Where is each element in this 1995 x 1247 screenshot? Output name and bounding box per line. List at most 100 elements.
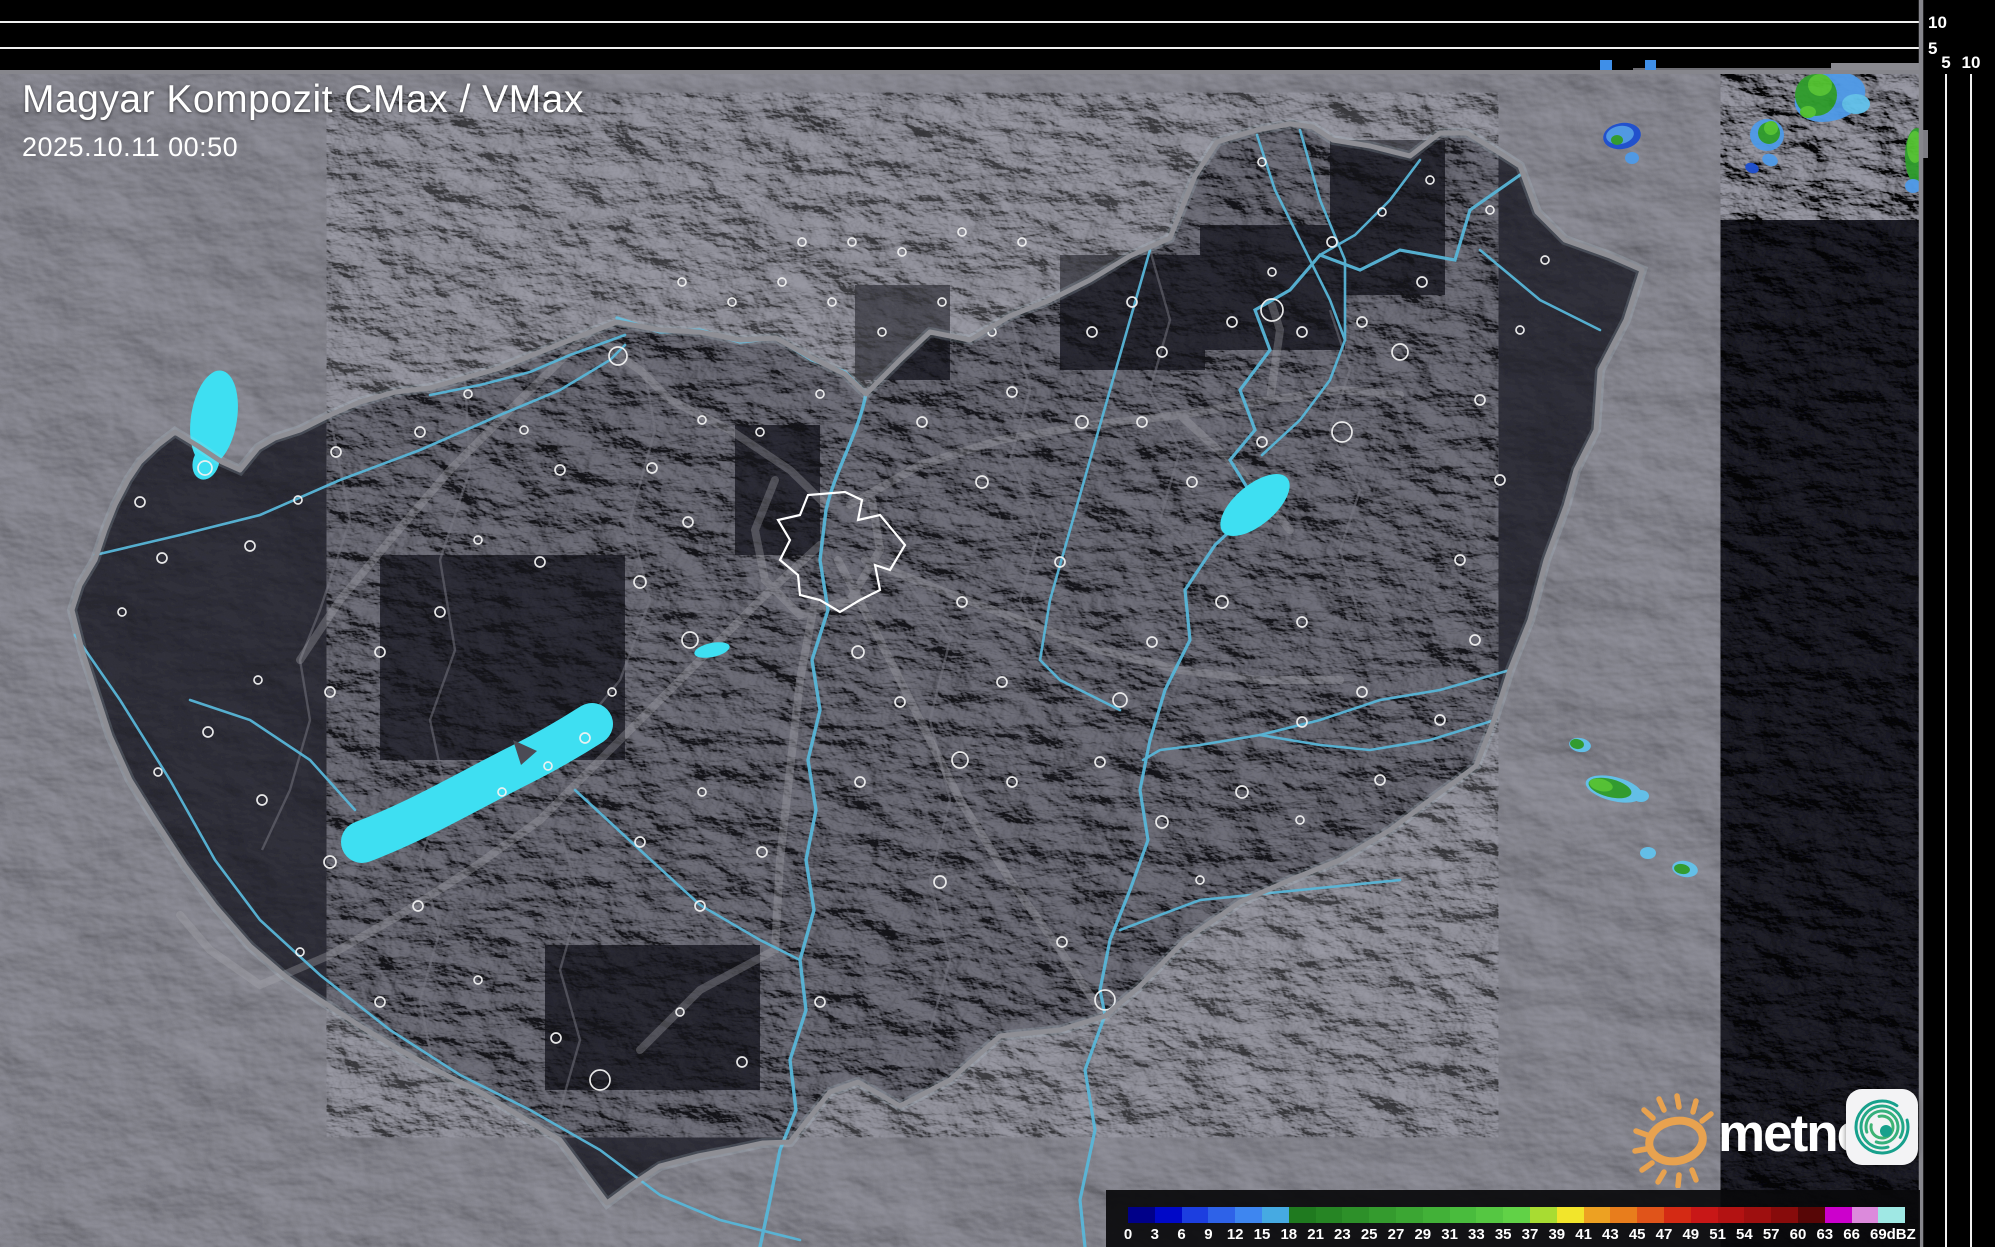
settlement-outline [1494,474,1506,486]
settlement-outline [956,596,968,608]
top-profile-panel [0,0,1923,73]
settlement-outline [550,1032,562,1044]
settlement-outline [675,1007,685,1017]
profile-echo-mark [1645,60,1656,71]
settlement-outline [323,855,337,869]
colorbar-tick-label: 54 [1736,1226,1753,1243]
settlement-outline [847,237,857,247]
colorbar-tick-label: 18 [1280,1226,1298,1243]
settlement-outline [894,696,906,708]
settlement-outline [777,277,787,287]
settlement-outline [937,297,947,307]
top-axis-label-10: 10 [1928,13,1947,32]
colorbar-cell [1610,1207,1638,1223]
settlement-outline [727,297,737,307]
colorbar-tick-label: 47 [1655,1226,1673,1243]
colorbar-tick-label: 63 [1816,1226,1834,1243]
settlement-outline [897,247,907,257]
settlement-outline [1094,756,1106,768]
settlement-outline [1257,157,1267,167]
settlement-outline [434,606,446,618]
colorbar-cell [1342,1207,1370,1223]
colorbar-cell [1690,1207,1718,1223]
settlement-outline [1112,692,1128,708]
settlement-outline [815,389,825,399]
colorbar-tick-label: 9 [1204,1226,1213,1243]
colorbar-tick-label: 60 [1789,1226,1807,1243]
top-panel-echo-marks [1600,60,1656,71]
settlement-outline [414,426,426,438]
settlement-outline [1374,774,1386,786]
settlement-outline [1136,416,1148,428]
colorbar-tick-label: 41 [1575,1226,1592,1243]
lake-ferto [190,370,238,466]
settlement-outline [519,425,529,435]
colorbar-cell [1824,1207,1852,1223]
terrain-layer [0,71,1922,1247]
colorbar-tick-label: 66 [1843,1226,1860,1243]
settlement-outline [1126,296,1138,308]
settlement-outline [694,900,706,912]
settlement-outline [374,996,386,1008]
settlement-outline [1377,207,1387,217]
colorbar-cell [1717,1207,1745,1223]
sun-icon [1632,1093,1714,1189]
settlement-outline [497,787,507,797]
right-axis-label-5: 5 [1941,53,1950,72]
settlement-outline [1195,875,1205,885]
colorbar-tick-label: 33 [1468,1226,1485,1243]
colorbar-cell [1288,1207,1316,1223]
colorbar-tick-label: 31 [1441,1226,1458,1243]
settlement-outline [293,495,303,505]
settlement-outline [1054,556,1066,568]
colorbar-tick-label: 3 [1150,1226,1159,1243]
colorbar-cell [1154,1207,1182,1223]
settlement-outline [473,975,483,985]
settlement-outline [156,552,168,564]
settlement-outline [1331,421,1353,443]
settlement-outline [1155,815,1169,829]
colorbar-tick-label: 43 [1602,1226,1619,1243]
settlement-outline [1226,316,1238,328]
radar-echo [1625,152,1639,164]
colorbar-tick-label: 6 [1177,1226,1186,1243]
radar-echo [1745,162,1759,174]
settlement-outline [1425,175,1435,185]
colorbar-cell [1529,1207,1557,1223]
colorbar-ticks: 0 3 6 9 12 15 18 21 23 25 27 29 31 33 35 37 39 41 43 45 47 49… [1124,1226,1918,1244]
settlement-outline [1267,267,1277,277]
settlement-outline [1295,815,1305,825]
settlement-outline [134,496,146,508]
radar-echo [1800,106,1816,118]
colorbar-tick-label: 45 [1628,1226,1646,1243]
settlement-outline [957,227,967,237]
settlement-outline [827,297,837,307]
settlement-outline [579,732,591,744]
settlement-outline [681,631,699,649]
settlement-outline [202,726,214,738]
settlement-outline [1256,436,1268,448]
colorbar-cell [1637,1207,1664,1223]
settlement-outline [1186,476,1198,488]
radar-echo [1808,74,1832,96]
settlement-outline [851,645,865,659]
radar-echo [1762,153,1778,167]
colorbar-cell [1583,1207,1611,1223]
settlement-outline [1215,595,1229,609]
right-profile-panel [1921,0,1995,1247]
settlement-outline [854,776,866,788]
settlement-outline [1296,616,1308,628]
right-panel-gray-bar [1921,130,1928,158]
settlement-outline [117,607,127,617]
settlement-outline [797,237,807,247]
radar-echo [1589,778,1613,792]
metnet-logo: metnet [1630,1083,1930,1189]
colorbar-cell [1771,1207,1798,1223]
colorbar-cell [1556,1207,1584,1223]
settlement-outline [814,996,826,1008]
settlement-outline [1540,255,1550,265]
settlement-outline [244,540,256,552]
settlement-outline [1296,716,1308,728]
